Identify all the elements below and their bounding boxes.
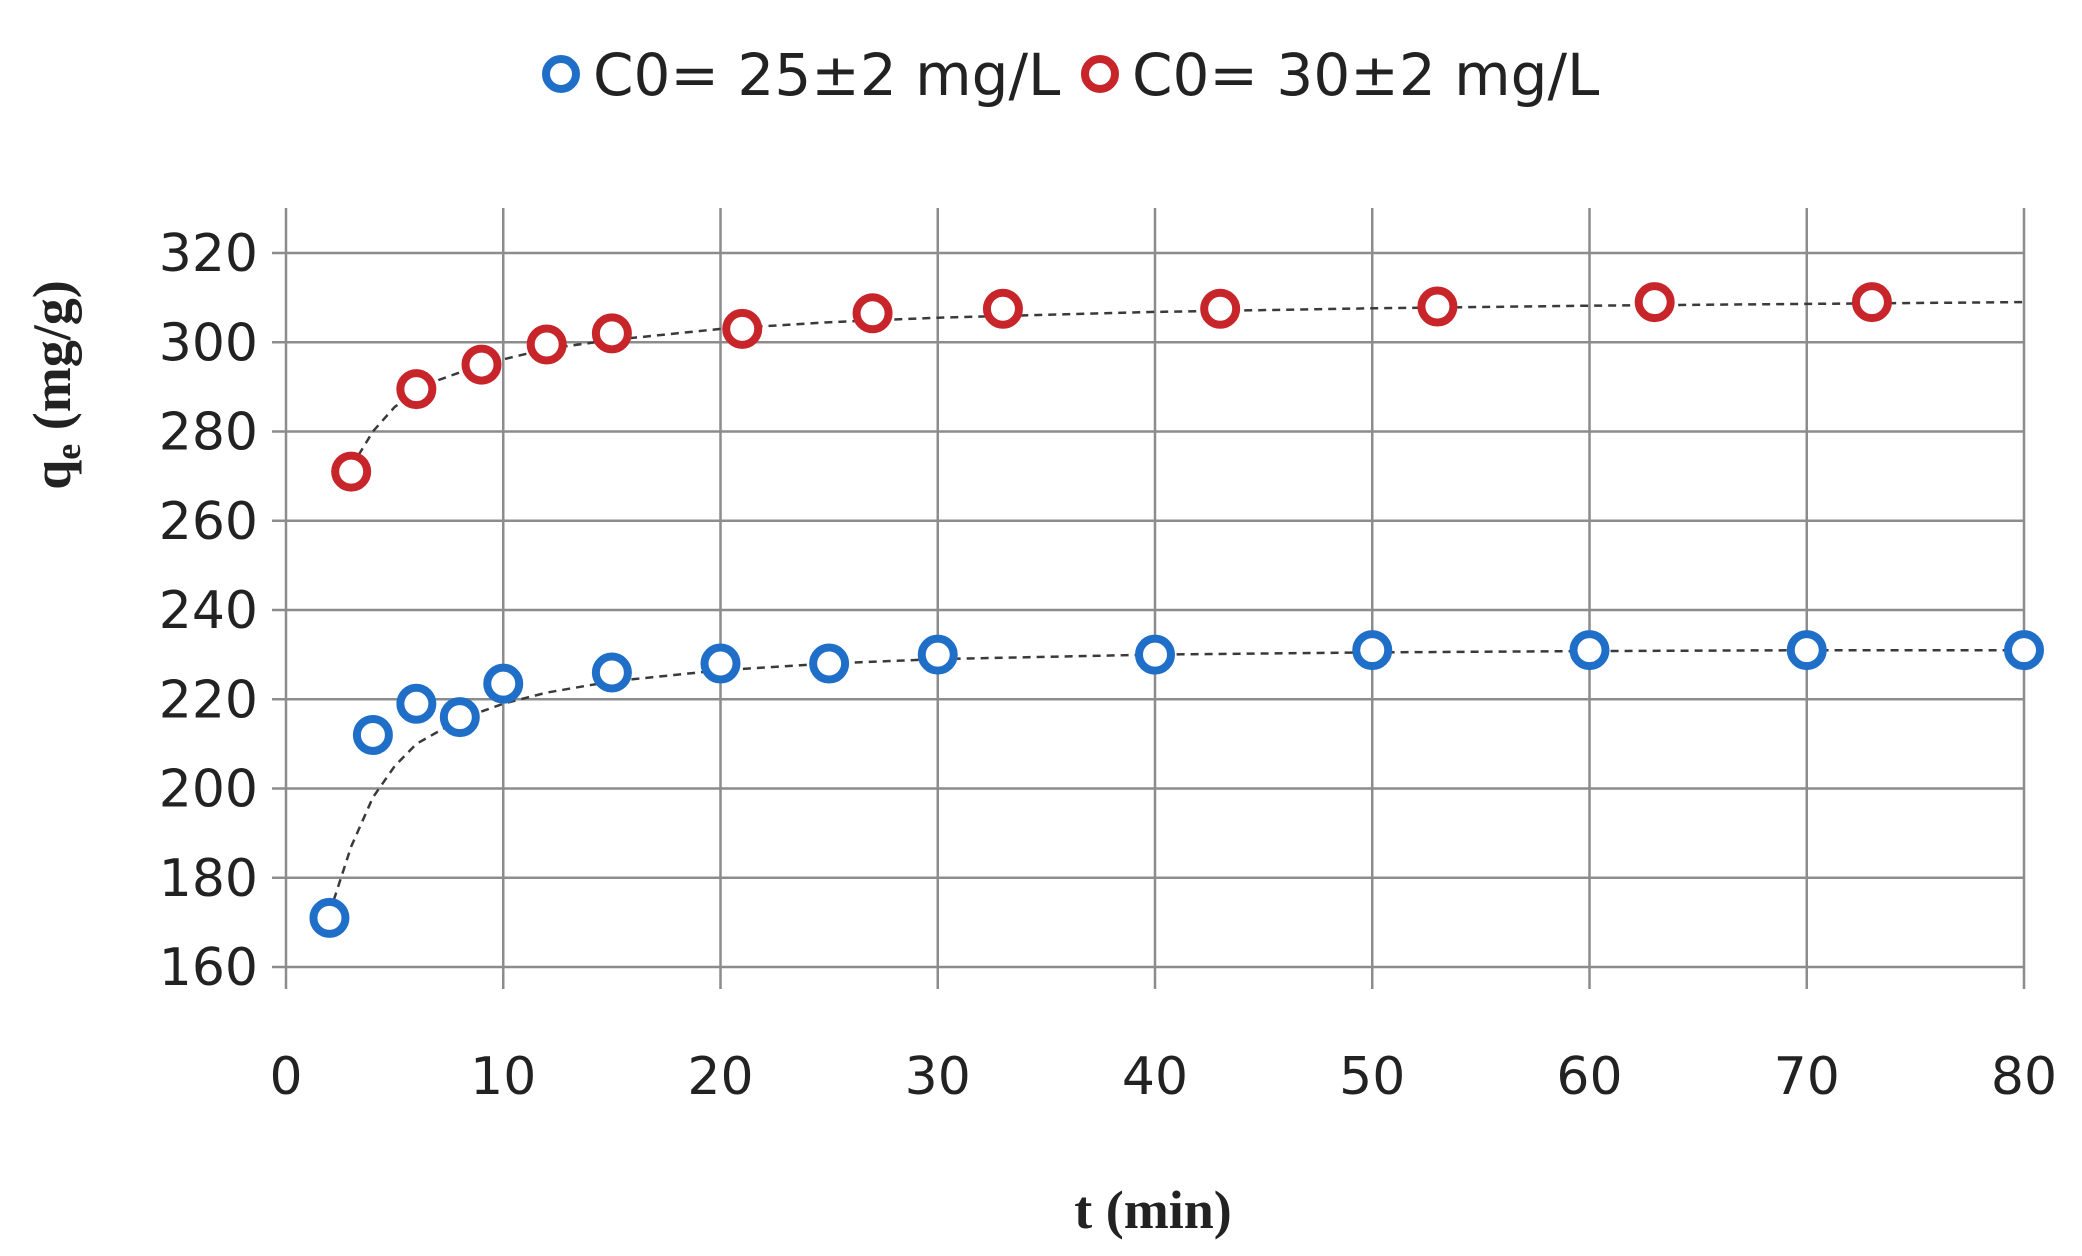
x-tick-label-80: 80 [1991,1047,2057,1107]
fit-lines [328,300,2025,914]
legend-label-series-1: C0= 25±2 mg/L [593,41,1060,109]
x-tick-label-70: 70 [1774,1047,1840,1107]
data-point-series-2-8 [1200,288,1241,329]
data-point-series-2-0 [331,451,372,492]
legend-item-series-1: C0= 25±2 mg/L [542,41,1060,109]
data-point-series-1-1 [352,714,393,755]
data-point-series-1-7 [809,643,850,684]
data-point-series-2-9 [1417,286,1458,327]
data-point-series-2-5 [722,308,763,349]
data-point-series-1-13 [2004,630,2044,671]
y-tick-label-320: 320 [159,224,258,284]
data-point-series-1-10 [1352,630,1393,671]
y-tick-label-200: 200 [159,760,258,820]
data-point-series-1-8 [917,634,958,675]
data-point-series-1-4 [483,663,524,704]
data-point-series-1-2 [396,683,437,724]
y-axis-title: qe (mg/g) [22,280,88,489]
legend-marker-series-1 [542,55,580,93]
data-point-series-1-9 [1135,634,1175,675]
x-tick-label-60: 60 [1556,1047,1622,1107]
y-tick-label-220: 220 [159,670,258,730]
x-tick-label-30: 30 [905,1047,971,1107]
y-axis-title-main: q [22,460,82,490]
data-point-series-2-7 [982,288,1023,329]
x-tick-label-40: 40 [1122,1047,1188,1107]
y-tick-label-240: 240 [159,581,258,641]
data-point-series-1-11 [1569,630,1610,671]
x-tick-label-50: 50 [1339,1047,1405,1107]
x-tick-label-20: 20 [687,1047,753,1107]
y-tick-label-180: 180 [159,849,258,909]
grid [272,208,2026,989]
data-point-series-2-4 [591,313,632,354]
data-point-series-1-3 [439,697,480,738]
data-point-series-2-11 [1851,282,1892,323]
data-point-series-1-5 [591,652,632,693]
data-point-series-2-6 [852,293,893,334]
data-point-series-2-10 [1634,282,1675,323]
x-tick-label-0: 0 [269,1047,302,1107]
y-axis-title-subscript: e [48,444,88,460]
legend: C0= 25±2 mg/L C0= 30±2 mg/L [542,41,1599,109]
x-tick-labels: 0 10 20 30 40 50 60 70 80 [269,1047,2057,1107]
y-axis-title-units: (mg/g) [22,280,82,443]
data-point-series-1-0 [309,897,350,938]
data-point-series-2-3 [526,324,567,365]
y-tick-labels: 160 180 200 220 240 260 280 300 320 [159,224,258,998]
x-tick-label-10: 10 [470,1047,536,1107]
y-tick-label-160: 160 [159,938,258,998]
y-tick-label-300: 300 [159,313,258,373]
data-point-series-2-2 [461,344,502,385]
y-tick-label-260: 260 [159,492,258,552]
legend-item-series-2: C0= 30±2 mg/L [1081,41,1599,109]
fit-line-series-1 [328,648,2024,914]
data-point-series-1-6 [700,643,741,684]
x-axis-title: t (min) [1074,1180,1231,1240]
data-point-series-1-12 [1786,630,1827,671]
data-points [309,282,2044,938]
y-tick-label-280: 280 [159,403,258,463]
data-point-series-2-1 [396,369,437,410]
legend-label-series-2: C0= 30±2 mg/L [1132,41,1599,109]
legend-marker-series-2 [1081,55,1119,93]
